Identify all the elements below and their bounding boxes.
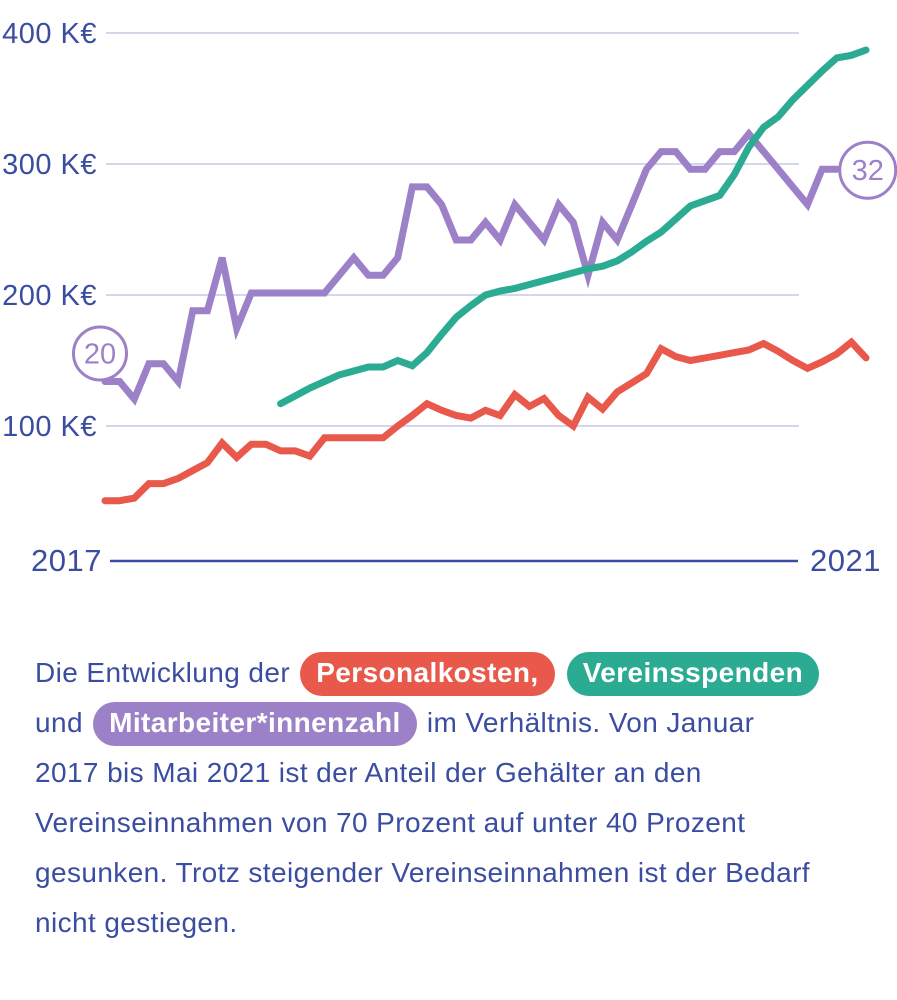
- y-tick-label: 400 K€: [2, 18, 97, 50]
- series-vereinsspenden-line: [277, 46, 870, 408]
- legend-pill-mitarbeiter: Mitarbeiter*innenzahl: [93, 702, 417, 746]
- legend-pill-vereinsspenden: Vereinsspenden: [566, 652, 820, 696]
- caption-text: [557, 657, 565, 688]
- y-tick-label: 100 K€: [2, 411, 97, 443]
- y-tick-label: 300 K€: [2, 149, 97, 181]
- legend-pill-personalkosten: Personalkosten,: [300, 652, 555, 696]
- x-axis-label-start: 2017: [31, 543, 102, 578]
- y-tick-label: 200 K€: [2, 280, 97, 312]
- employee-badge-end-value: 32: [852, 155, 884, 187]
- chart-area: 400 K€ 300 K€ 200 K€ 100 K€ 20 32 2017 2021: [2, 18, 897, 578]
- employee-badge-start-value: 20: [84, 338, 116, 370]
- employee-badge-end-circle: [838, 140, 897, 200]
- series-personalkosten-line: [101, 337, 870, 505]
- caption-text: im Verhältnis. Von Januar 2017 bis Mai 2…: [35, 707, 810, 938]
- employee-badge-start-circle: [72, 325, 128, 382]
- caption-text: Die Entwicklung der: [35, 657, 299, 688]
- x-axis-label-end: 2021: [810, 543, 881, 578]
- series-mitarbeiter-line: [101, 128, 841, 406]
- caption-text: und: [35, 707, 92, 738]
- line-chart: 400 K€ 300 K€ 200 K€ 100 K€ 20 32: [2, 18, 897, 563]
- caption: Die Entwicklung der Personalkosten, Vere…: [35, 648, 825, 948]
